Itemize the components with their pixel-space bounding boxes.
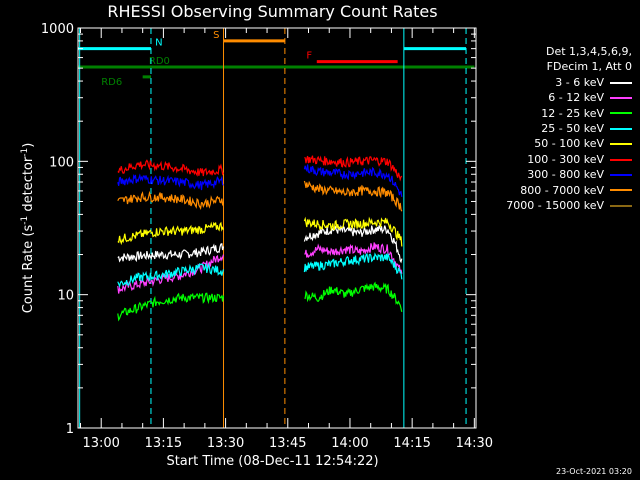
x-tick-label: 13:30 <box>207 436 244 451</box>
x-tick-label: 13:15 <box>145 436 182 451</box>
series-line <box>303 224 403 264</box>
legend-entry: 50 - 100 keV <box>480 136 632 151</box>
legend-swatch <box>610 81 632 84</box>
legend-label: 100 - 300 keV <box>527 152 604 166</box>
x-tick-label: 13:00 <box>82 436 119 451</box>
chart-title: RHESSI Observing Summary Count Rates <box>107 2 438 21</box>
legend-label: 3 - 6 keV <box>555 75 604 89</box>
legend-label: 12 - 25 keV <box>541 106 604 120</box>
series-line <box>117 159 225 177</box>
legend-label: 6 - 12 keV <box>548 91 604 105</box>
legend-header-detectors: Det 1,3,4,5,6,9, <box>545 45 632 58</box>
flag-label: S <box>213 30 219 41</box>
legend-swatch <box>610 143 632 146</box>
y-tick-label: 100 <box>49 155 74 170</box>
series-line <box>303 164 403 197</box>
series-line <box>117 173 224 191</box>
x-tick-label: 14:30 <box>456 436 493 451</box>
series-line <box>117 262 225 288</box>
legend-swatch <box>610 158 632 161</box>
x-tick-label: 14:15 <box>393 436 430 451</box>
y-tick-label: 10 <box>57 289 74 304</box>
legend-entry: 100 - 300 keV <box>480 152 632 167</box>
series-line <box>304 155 403 182</box>
legend-header-decim: FDecim 1, Att 0 <box>546 60 632 74</box>
legend-swatch <box>610 127 632 130</box>
legend-entry: 300 - 800 keV <box>480 167 632 182</box>
flag-bars: N S F RD0 RD6 <box>78 30 475 88</box>
series-line <box>117 292 225 322</box>
x-tick-label: 14:00 <box>331 436 368 451</box>
vertical-markers <box>79 28 467 428</box>
legend-entry: 7000 - 15000 keV <box>480 198 632 213</box>
legend-entry: 3 - 6 keV <box>480 75 632 90</box>
legend-label: 800 - 7000 keV <box>520 183 604 197</box>
legend: Det 1,3,4,5,6,9, FDecim 1, Att 0 3 - 6 k… <box>480 44 632 213</box>
x-axis-label: Start Time (08-Dec-11 12:54:22) <box>166 454 379 469</box>
series-line <box>303 216 403 247</box>
series-line <box>303 252 403 280</box>
legend-entry: 800 - 7000 keV <box>480 183 632 198</box>
y-axis-label: Count Rate (s-1 detector-1) <box>19 142 37 314</box>
x-tick-label: 13:45 <box>269 436 306 451</box>
legend-entry: 6 - 12 keV <box>480 90 632 105</box>
legend-swatch <box>610 96 632 99</box>
legend-swatch <box>610 189 632 192</box>
flag-label: F <box>306 51 312 62</box>
plot-frame <box>77 27 477 429</box>
series-line <box>117 221 225 246</box>
legend-swatch <box>610 173 632 176</box>
series-line <box>304 242 403 274</box>
timestamp: 23-Oct-2021 03:20 <box>556 467 632 476</box>
series-line <box>117 243 225 263</box>
legend-label: 25 - 50 keV <box>541 122 604 136</box>
flag-label: RD0 <box>149 56 170 67</box>
flag-label: N <box>155 38 162 49</box>
flag-label: RD6 <box>101 77 122 88</box>
legend-swatch <box>610 112 632 115</box>
data-series <box>117 155 403 322</box>
legend-entry: 12 - 25 keV <box>480 106 632 121</box>
series-line <box>304 281 403 313</box>
legend-label: 300 - 800 keV <box>527 168 604 182</box>
axes: 1 10 100 1000 13:00 13:15 13:30 13:45 14:00 14:15… <box>41 22 493 451</box>
legend-label: 7000 - 15000 keV <box>506 199 604 213</box>
y-tick-label: 1 <box>66 422 74 437</box>
legend-label: 50 - 100 keV <box>534 137 604 151</box>
series-line <box>117 190 225 210</box>
legend-entry: 25 - 50 keV <box>480 121 632 136</box>
legend-swatch <box>610 204 632 207</box>
series-line <box>303 180 403 212</box>
y-tick-label: 1000 <box>41 22 74 37</box>
